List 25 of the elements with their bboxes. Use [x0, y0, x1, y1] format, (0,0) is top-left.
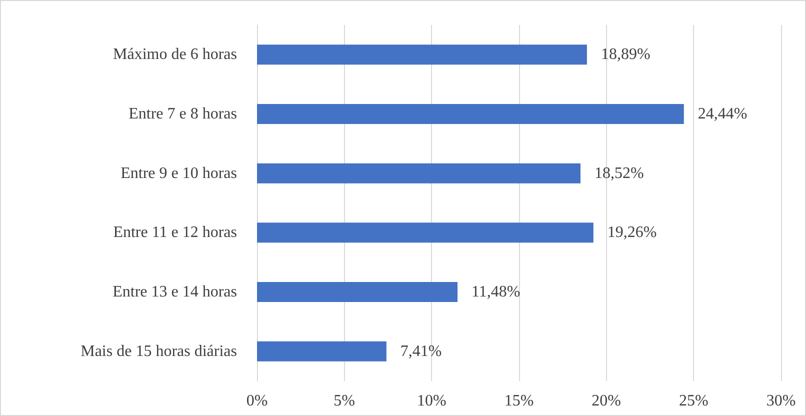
y-tick-label: Entre 7 e 8 horas: [128, 106, 237, 122]
x-tick-label: 10%: [417, 392, 446, 410]
y-tick-label: Entre 9 e 10 horas: [120, 164, 237, 182]
y-tick-label: Máximo de 6 horas: [113, 46, 237, 64]
bar: [257, 163, 580, 184]
y-tick-label: Entre 11 e 12 horas: [113, 224, 237, 242]
data-label: 11,48%: [472, 284, 520, 300]
data-label: 24,44%: [698, 106, 748, 122]
x-tick-label: 5%: [334, 392, 355, 410]
y-tick-label: Entre 13 e 14 horas: [112, 284, 237, 300]
bar: [257, 104, 684, 124]
data-label: 18,52%: [594, 164, 644, 182]
x-tick-label: 15%: [504, 392, 534, 410]
data-label: 18,89%: [600, 46, 650, 64]
bar: [257, 341, 386, 362]
bar: [257, 222, 594, 243]
bar: [257, 44, 587, 65]
bar: [257, 282, 458, 302]
data-label: 7,41%: [400, 342, 442, 360]
data-label: 19,26%: [607, 224, 657, 242]
x-tick-label: 20%: [592, 392, 621, 410]
x-tick-label: 0%: [246, 392, 268, 410]
x-tick-label: 30%: [766, 392, 796, 410]
x-tick-label: 25%: [679, 392, 708, 410]
y-tick-label: Mais de 15 horas diárias: [80, 342, 237, 360]
